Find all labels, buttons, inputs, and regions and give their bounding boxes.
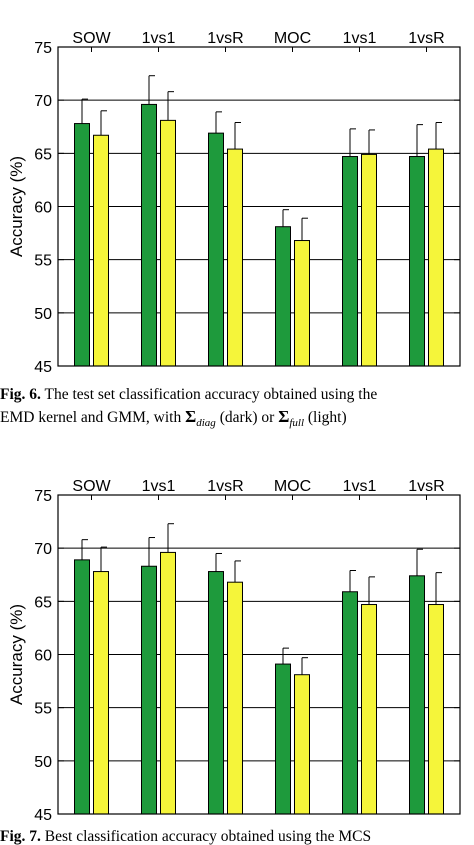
bar: [361, 604, 377, 815]
figure-6-chart: 45 50 55 60 65 70 75 SOW 1vs1 1vsR MOC 1vs1 1vsR Accu…: [0, 0, 474, 380]
bar: [227, 581, 243, 815]
bar: [409, 156, 425, 367]
category-label: SOW: [72, 478, 111, 495]
bar: [342, 156, 358, 367]
y-tick-label: 50: [34, 754, 52, 771]
category-label: 1vs1: [142, 478, 176, 495]
sigma-symbol: Σ: [185, 407, 197, 426]
y-tick-label: 55: [34, 253, 52, 270]
subscript-full: full: [289, 417, 305, 430]
category-label: MOC: [274, 478, 311, 495]
caption-line-1: Fig. 6. The test set classification accu…: [0, 384, 474, 406]
bar: [428, 148, 444, 367]
category-label: 1vsR: [408, 30, 444, 47]
bar: [294, 674, 310, 815]
category-label: 1vs1: [343, 30, 377, 47]
bar-chart-svg: 45 50 55 60 65 70 75 SOW 1vs1 1vsR MOC 1vs1 1vsR Accu…: [7, 478, 461, 824]
bar: [294, 240, 310, 367]
caption-text: EMD kernel and GMM, with: [0, 409, 186, 426]
bar: [361, 153, 377, 367]
y-tick-label: 75: [34, 40, 52, 57]
bar-chart-svg: 45 50 55 60 65 70 75 SOW 1vs1 1vsR MOC 1vs1 1vsR Accu…: [7, 30, 461, 376]
bar: [227, 148, 243, 367]
category-label: 1vsR: [207, 30, 243, 47]
y-axis-label: Accuracy (%): [7, 156, 26, 257]
y-tick-label: 75: [34, 488, 52, 505]
category-label: 1vs1: [142, 30, 176, 47]
category-label: 1vsR: [207, 478, 243, 495]
bar: [275, 226, 291, 367]
caption-line-1: Fig. 7. Best classification accuracy obt…: [0, 826, 474, 845]
bar: [428, 604, 444, 815]
figure-label: Fig. 6.: [0, 386, 41, 403]
bar: [93, 134, 109, 367]
y-tick-label: 65: [34, 146, 52, 163]
y-tick-label: 45: [34, 807, 52, 824]
y-tick-label: 55: [34, 701, 52, 718]
sigma-symbol: Σ: [278, 407, 290, 426]
category-label: 1vsR: [408, 478, 444, 495]
category-label: MOC: [274, 30, 311, 47]
caption-text: (light): [304, 409, 347, 426]
y-tick-label: 70: [34, 93, 52, 110]
caption-line-2: EMD kernel and GMM, with Σdiag (dark) or…: [0, 406, 474, 434]
bar: [160, 119, 176, 367]
bar: [141, 103, 157, 367]
bar: [409, 575, 425, 815]
y-tick-label: 50: [34, 306, 52, 323]
figure-6-caption: Fig. 6. The test set classification accu…: [0, 384, 474, 434]
figure-7-caption: Fig. 7. Best classification accuracy obt…: [0, 826, 474, 845]
y-tick-label: 60: [34, 200, 52, 217]
caption-text: (dark) or: [215, 409, 279, 426]
bar: [74, 123, 90, 367]
category-label: SOW: [72, 30, 111, 47]
y-tick-label: 45: [34, 359, 52, 376]
bar: [275, 663, 291, 815]
bar: [208, 571, 224, 815]
figure-7-chart: 45 50 55 60 65 70 75 SOW 1vs1 1vsR MOC 1vs1 1vsR Accu…: [0, 448, 474, 828]
caption-text: Best classification accuracy obtained us…: [40, 828, 372, 845]
y-tick-label: 60: [34, 648, 52, 665]
bar: [342, 591, 358, 815]
y-tick-label: 70: [34, 541, 52, 558]
bar: [160, 551, 176, 815]
y-tick-label: 65: [34, 594, 52, 611]
category-label: 1vs1: [343, 478, 377, 495]
bar: [93, 571, 109, 815]
caption-text: The test set classification accuracy obt…: [40, 386, 378, 403]
bar: [74, 559, 90, 815]
bar: [208, 132, 224, 367]
bar: [141, 565, 157, 815]
figure-label: Fig. 7.: [0, 828, 41, 845]
subscript-diag: diag: [196, 417, 216, 430]
y-axis-label: Accuracy (%): [7, 604, 26, 705]
